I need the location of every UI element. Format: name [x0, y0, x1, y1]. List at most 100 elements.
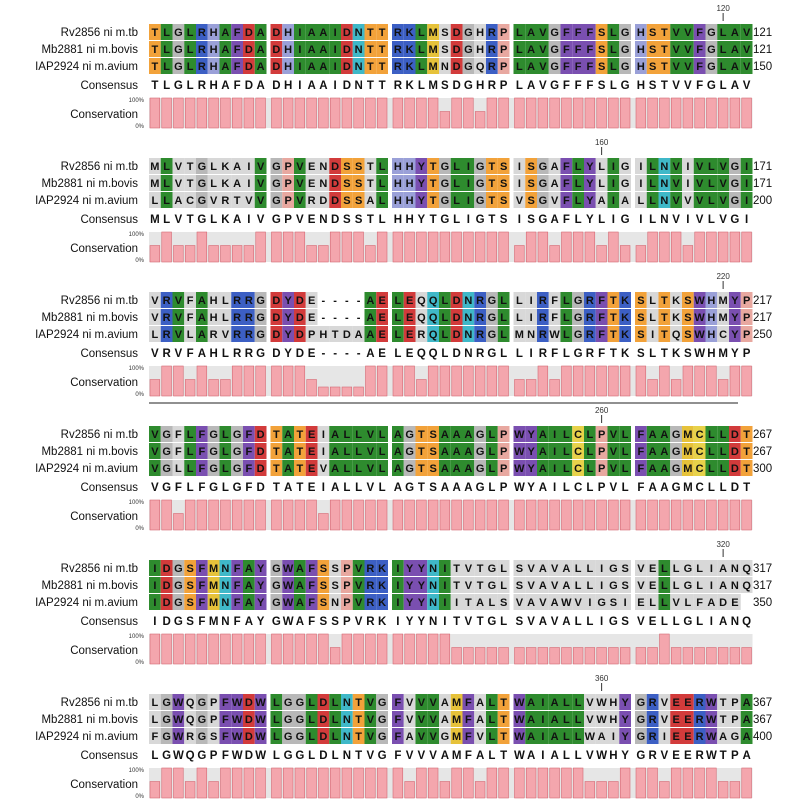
- residue-cell: [243, 728, 255, 744]
- residue-letter: V: [355, 563, 363, 575]
- residue-letter: S: [500, 161, 507, 173]
- consensus-letter: G: [707, 80, 716, 92]
- residue-cell: [525, 426, 537, 442]
- residue-cell: [149, 560, 161, 576]
- residue-letter: T: [477, 580, 484, 592]
- residue-cell: [392, 309, 404, 325]
- residue-cell: [450, 560, 463, 576]
- residue-letter: I: [745, 178, 748, 190]
- residue-cell: [525, 711, 537, 727]
- residue-letter: L: [649, 312, 656, 324]
- residue-letter: V: [257, 195, 265, 207]
- consensus-letter: S: [331, 616, 339, 628]
- residue-cell: [243, 175, 255, 191]
- consensus-letter: R: [476, 348, 485, 360]
- residue-letter: M: [209, 580, 218, 592]
- sequence-end-position: 267: [753, 429, 772, 441]
- residue-cell: [658, 309, 671, 325]
- residue-cell: [729, 728, 741, 744]
- conservation-bar: [717, 499, 729, 531]
- residue-letter: H: [210, 44, 218, 56]
- conservation-bar: [271, 633, 282, 665]
- residue-cell: [270, 58, 283, 74]
- conservation-bar: [463, 97, 474, 129]
- residue-cell: [243, 158, 255, 174]
- residue-letter: T: [465, 597, 472, 609]
- residue-cell: [376, 728, 388, 744]
- residue-cell: [317, 577, 330, 593]
- residue-cell: [149, 728, 161, 744]
- residue-letter: H: [637, 27, 645, 39]
- conservation-bar: [196, 767, 208, 799]
- residue-cell: [305, 292, 318, 308]
- residue-cell: [270, 728, 283, 744]
- residue-letter: D: [245, 697, 253, 709]
- conservation-bar: [717, 97, 729, 129]
- residue-cell: [572, 326, 584, 342]
- sequence-end-position: 171: [753, 161, 772, 173]
- consensus-letter: I: [247, 214, 250, 226]
- residue-letter: T: [453, 580, 460, 592]
- consensus-letter: S: [320, 616, 328, 628]
- residue-letter: V: [367, 429, 375, 441]
- sequence-name: Rv2856 ni m.tb: [61, 161, 138, 173]
- conservation-bar: [329, 499, 341, 531]
- residue-cell: [670, 309, 682, 325]
- residue-letter: A: [296, 597, 304, 609]
- residue-letter: I: [541, 697, 544, 709]
- residue-cell: [572, 728, 584, 744]
- residue-letter: T: [743, 429, 750, 441]
- residue-letter: R: [539, 329, 547, 341]
- consensus-letter: A: [550, 750, 558, 762]
- consensus-letter: D: [731, 482, 739, 494]
- residue-cell: [294, 443, 306, 459]
- residue-letter: A: [551, 178, 559, 190]
- residue-cell: [294, 309, 306, 325]
- residue-letter: I: [467, 161, 470, 173]
- residue-letter: T: [297, 429, 304, 441]
- conservation-bar: [561, 767, 572, 799]
- residue-letter: F: [246, 429, 253, 441]
- residue-letter: V: [672, 195, 680, 207]
- conservation-label: Conservation: [70, 779, 138, 791]
- residue-letter: Y: [418, 195, 426, 207]
- residue-letter: L: [379, 429, 386, 441]
- residue-cell: [427, 326, 439, 342]
- residue-letter: E: [308, 295, 315, 307]
- residue-letter: P: [500, 27, 507, 39]
- residue-letter: Y: [257, 580, 265, 592]
- residue-letter: L: [575, 580, 582, 592]
- residue-cell: [619, 326, 631, 342]
- residue-letter: F: [587, 44, 594, 56]
- residue-cell: [658, 175, 671, 191]
- residue-letter: D: [245, 27, 253, 39]
- conservation-bar: [561, 499, 572, 531]
- residue-letter: A: [319, 44, 327, 56]
- residue-letter: S: [516, 580, 523, 592]
- residue-cell: [740, 728, 753, 744]
- residue-cell: [364, 577, 377, 593]
- residue-letter: N: [660, 161, 668, 173]
- residue-letter: S: [649, 27, 656, 39]
- residue-cell: [305, 594, 318, 610]
- residue-letter: T: [355, 697, 362, 709]
- residue-cell: [619, 711, 631, 727]
- residue-cell: [254, 728, 267, 744]
- residue-cell: [584, 426, 596, 442]
- residue-letter: S: [527, 195, 534, 207]
- conservation-bar: [184, 379, 196, 397]
- residue-cell: [537, 711, 549, 727]
- residue-cell: [474, 292, 486, 308]
- residue-letter: H: [637, 61, 645, 73]
- residue-letter: V: [719, 161, 727, 173]
- residue-cell: [560, 292, 573, 308]
- residue-letter: R: [488, 27, 496, 39]
- residue-cell: [450, 460, 463, 476]
- residue-letter: T: [743, 463, 750, 475]
- residue-letter: F: [395, 731, 402, 743]
- residue-cell: [693, 192, 706, 208]
- residue-letter: K: [406, 27, 414, 39]
- residue-cell: [717, 577, 729, 593]
- conservation-bar: [439, 633, 451, 665]
- residue-cell: [646, 175, 659, 191]
